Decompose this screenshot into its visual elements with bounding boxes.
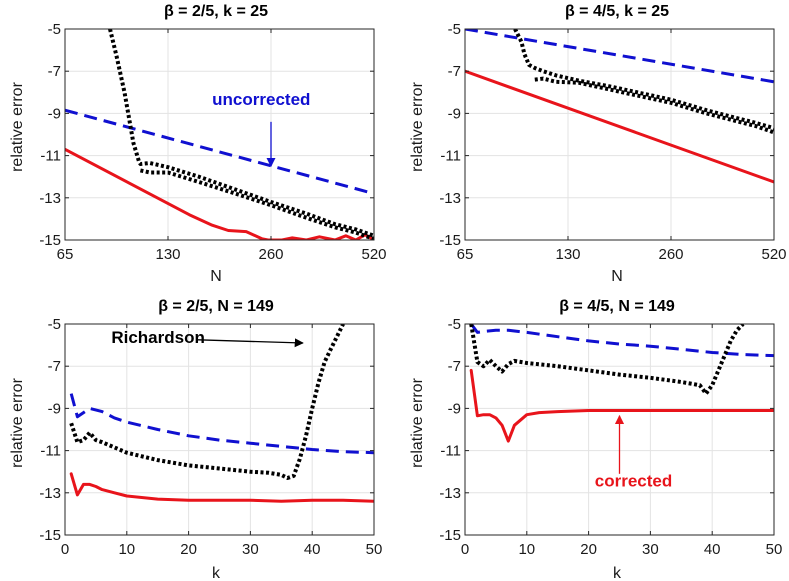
- x-tick-label: 50: [366, 541, 383, 558]
- series-uncorrected: [65, 108, 374, 196]
- x-tick-label: 40: [304, 541, 321, 558]
- series-group: [65, 29, 374, 240]
- y-tick-label: -13: [439, 190, 461, 207]
- y-axis-label: relative error: [409, 81, 426, 171]
- x-tick-label: 130: [555, 246, 580, 263]
- series-uncorrected: [465, 29, 774, 84]
- x-tick-label: 40: [704, 541, 721, 558]
- y-tick-label: -11: [440, 443, 461, 460]
- plot-area: [64, 323, 375, 536]
- y-tick-label: -9: [448, 400, 461, 417]
- y-tick-label: -9: [48, 400, 61, 417]
- plot-area: [464, 28, 775, 241]
- annotation-arrow: [197, 338, 304, 348]
- y-axis-label: relative error: [409, 377, 426, 467]
- chart-title: β = 2/5, k = 25: [164, 3, 268, 20]
- series-corrected: [469, 368, 774, 443]
- series-corrected: [69, 472, 374, 503]
- series-richardson-lower: [139, 168, 374, 240]
- chart-title: β = 4/5, k = 25: [565, 3, 669, 20]
- series-richardson-upper: [108, 29, 374, 238]
- chart-title: β = 4/5, N = 149: [559, 298, 675, 315]
- y-tick-label: -5: [48, 316, 61, 333]
- panel-beta-2-5-n-149: β = 2/5, N = 149 relative error k Richar…: [9, 298, 382, 581]
- panel-beta-2-5-k-25: β = 2/5, k = 25 relative error N uncorre…: [9, 3, 387, 285]
- series-group: [465, 29, 774, 184]
- axes-box: [464, 323, 775, 536]
- series-corrected: [465, 69, 774, 184]
- y-tick-label: -7: [448, 358, 461, 375]
- x-tick-label: 20: [580, 541, 597, 558]
- panel-beta-4-5-n-149: β = 4/5, N = 149 relative error k correc…: [409, 298, 782, 581]
- plot-area: [64, 28, 375, 241]
- x-tick-label: 130: [155, 246, 180, 263]
- y-tick-label: -7: [48, 63, 61, 80]
- x-tick-label: 65: [57, 246, 74, 263]
- x-tick-label: 30: [642, 541, 659, 558]
- y-tick-label: -9: [48, 105, 61, 122]
- series-uncorrected: [69, 393, 374, 455]
- y-tick-label: -13: [439, 485, 461, 502]
- x-tick-label: 10: [518, 541, 535, 558]
- x-tick-label: 520: [761, 246, 786, 263]
- x-tick-label: 0: [461, 541, 469, 558]
- x-axis-label: k: [613, 565, 622, 581]
- uncorrected-label: uncorrected: [212, 90, 310, 109]
- y-tick-label: -15: [439, 527, 461, 544]
- y-tick-label: -15: [39, 527, 61, 544]
- x-tick-label: 0: [61, 541, 69, 558]
- series-uncorrected: [469, 324, 774, 358]
- y-tick-label: -11: [40, 443, 61, 460]
- richardson-label: Richardson: [111, 328, 205, 347]
- y-tick-label: -5: [448, 316, 461, 333]
- axes-box: [64, 28, 375, 241]
- series-group: [469, 324, 774, 443]
- x-tick-label: 20: [180, 541, 197, 558]
- x-tick-label: 520: [361, 246, 386, 263]
- x-axis-label: N: [611, 268, 623, 285]
- axes-box: [64, 323, 375, 536]
- x-tick-label: 30: [242, 541, 259, 558]
- y-tick-label: -13: [39, 485, 61, 502]
- series-richardson: [69, 324, 345, 480]
- corrected-label: corrected: [595, 471, 672, 490]
- plot-area: [464, 323, 775, 536]
- series-corrected: [65, 147, 374, 240]
- y-tick-label: -15: [439, 232, 461, 249]
- y-axis-label: relative error: [9, 377, 26, 467]
- panel-beta-4-5-k-25: β = 4/5, k = 25 relative error N 65 130 26…: [409, 3, 787, 285]
- x-tick-label: 10: [118, 541, 135, 558]
- series-group: [69, 324, 374, 503]
- chart-title: β = 2/5, N = 149: [158, 298, 274, 315]
- series-richardson: [469, 324, 745, 396]
- y-tick-label: -11: [40, 148, 61, 165]
- y-tick-label: -11: [440, 148, 461, 165]
- x-axis-label: N: [210, 268, 222, 285]
- x-tick-label: 50: [766, 541, 783, 558]
- x-axis-label: k: [212, 565, 221, 581]
- y-tick-label: -9: [448, 105, 461, 122]
- y-tick-label: -5: [448, 21, 461, 38]
- x-tick-label: 260: [658, 246, 683, 263]
- series-richardson-lower: [534, 76, 774, 135]
- y-tick-label: -5: [48, 21, 61, 38]
- y-axis-label: relative error: [9, 81, 26, 171]
- x-tick-label: 260: [258, 246, 283, 263]
- y-tick-label: -13: [39, 190, 61, 207]
- x-tick-label: 65: [457, 246, 474, 263]
- y-tick-label: -7: [48, 358, 61, 375]
- axes-box: [464, 28, 775, 241]
- y-tick-label: -7: [448, 63, 461, 80]
- y-tick-label: -15: [39, 232, 61, 249]
